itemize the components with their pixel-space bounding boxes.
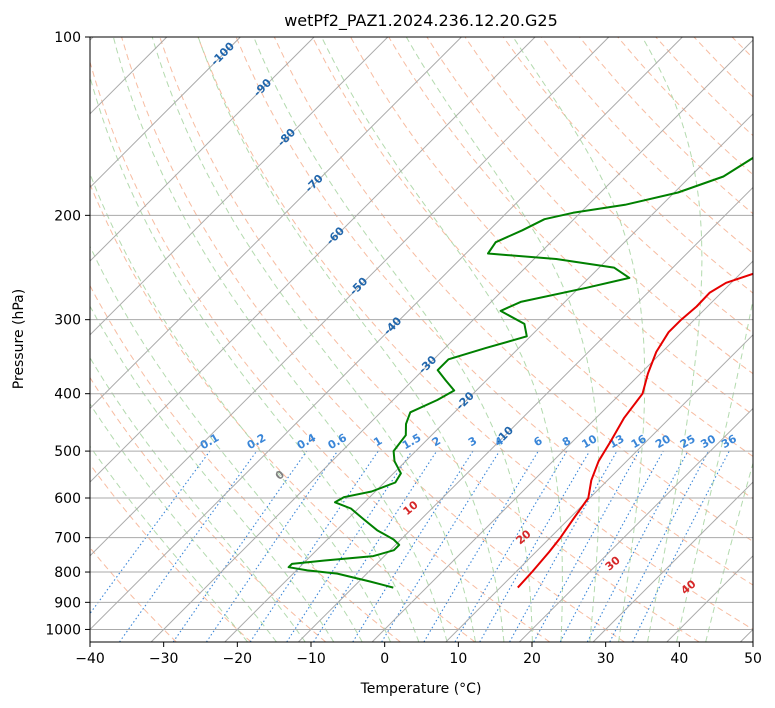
moist-adiabat	[405, 37, 600, 642]
y-tick-label: 100	[54, 30, 81, 46]
mixing-ratio-line	[381, 450, 500, 642]
moist-adiabat	[705, 461, 753, 642]
mixing-ratio-line	[119, 450, 258, 642]
x-tick-label: −30	[149, 651, 179, 667]
mixing-ratio-line	[90, 450, 211, 615]
dewpoint-profile-line	[287, 156, 753, 589]
moist-adiabat	[90, 445, 248, 642]
y-tick-label: 500	[54, 444, 81, 460]
mixing-ratio-line	[172, 450, 308, 642]
isotherm-line	[371, 260, 753, 642]
moist-adiabat	[90, 172, 392, 642]
mixing-ratio-line	[352, 450, 474, 642]
isotherm-line	[519, 407, 753, 642]
dry-adiabat	[90, 376, 327, 642]
dry-adiabat	[311, 37, 753, 500]
y-tick-label: 600	[54, 491, 81, 507]
isotherm-line	[90, 37, 315, 262]
dry-adiabat	[197, 37, 753, 630]
moist-adiabat	[512, 37, 646, 642]
isotherm-line	[224, 113, 753, 642]
isotherm-line	[90, 37, 610, 557]
dry-adiabat	[159, 37, 700, 642]
isotherm-line	[90, 37, 536, 483]
isotherm-line	[90, 37, 462, 410]
x-tick-label: 50	[744, 651, 762, 667]
moist-adiabat	[641, 37, 703, 642]
x-tick-label: 40	[670, 651, 688, 667]
x-tick-label: −40	[75, 651, 105, 667]
moist-adiabat	[90, 245, 363, 642]
y-tick-label: 400	[54, 387, 81, 403]
dry-adiabat	[235, 37, 753, 586]
x-tick-label: 20	[523, 651, 541, 667]
x-tick-label: 10	[449, 651, 467, 667]
y-axis: 1000 900 800 700 600 500 400 300 200 100	[45, 30, 90, 638]
y-tick-label: 700	[54, 531, 81, 547]
mixing-ratio-line	[632, 450, 730, 642]
moist-adiabat	[90, 305, 335, 642]
dry-adiabat	[770, 37, 775, 642]
x-tick-label: 30	[597, 651, 615, 667]
plot-frame	[89, 36, 754, 643]
isotherm-line	[90, 37, 241, 189]
y-tick-label: 1000	[45, 622, 81, 638]
mixing-ratio-line	[313, 450, 438, 642]
mixing-ratio-line	[559, 450, 664, 642]
y-tick-label: 900	[54, 595, 81, 611]
x-tick-label: 0	[380, 651, 389, 667]
y-tick-label: 200	[54, 208, 81, 224]
mixing-ratio-line	[205, 450, 338, 642]
grid-layer	[90, 37, 775, 642]
moist-adiabat	[90, 403, 277, 642]
dry-adiabat	[502, 37, 753, 294]
dry-adiabat	[90, 60, 551, 642]
isotherm-line	[298, 186, 753, 642]
y-tick-label: 800	[54, 565, 81, 581]
mixing-ratio-line	[509, 450, 618, 642]
x-axis: −40 −30 −20 −10 0 10 20 30 40 50	[75, 642, 762, 667]
y-axis-label: Pressure (hPa)	[11, 289, 27, 389]
dry-adiabat	[273, 37, 753, 543]
isotherm-line	[90, 37, 389, 336]
moist-adiabat	[112, 37, 448, 642]
moist-adiabat	[676, 297, 753, 642]
x-tick-label: −20	[223, 651, 253, 667]
temperature-profile-line	[517, 272, 753, 589]
moist-adiabat	[90, 75, 420, 642]
isotherm-line	[90, 37, 683, 631]
mixing-ratio-line	[249, 450, 379, 642]
moist-adiabat	[151, 37, 476, 642]
mixing-ratio-line	[286, 450, 413, 642]
moist-adiabat	[253, 37, 533, 642]
isotherm-line	[445, 334, 753, 642]
isotherm-line	[592, 481, 753, 642]
moist-adiabat	[197, 37, 505, 642]
chart-title: wetPf2_PAZ1.2024.236.12.20.G25	[284, 11, 558, 31]
dry-adiabat	[90, 463, 252, 642]
x-tick-label: −10	[296, 651, 326, 667]
x-axis-label: Temperature (°C)	[360, 681, 482, 697]
moist-adiabat	[321, 37, 563, 642]
moist-adiabat	[90, 356, 306, 642]
isotherm-line	[150, 39, 753, 642]
mixing-ratio-line	[533, 450, 640, 642]
plot-background	[90, 37, 753, 642]
y-tick-label: 300	[54, 313, 81, 329]
series-layer	[287, 156, 753, 589]
